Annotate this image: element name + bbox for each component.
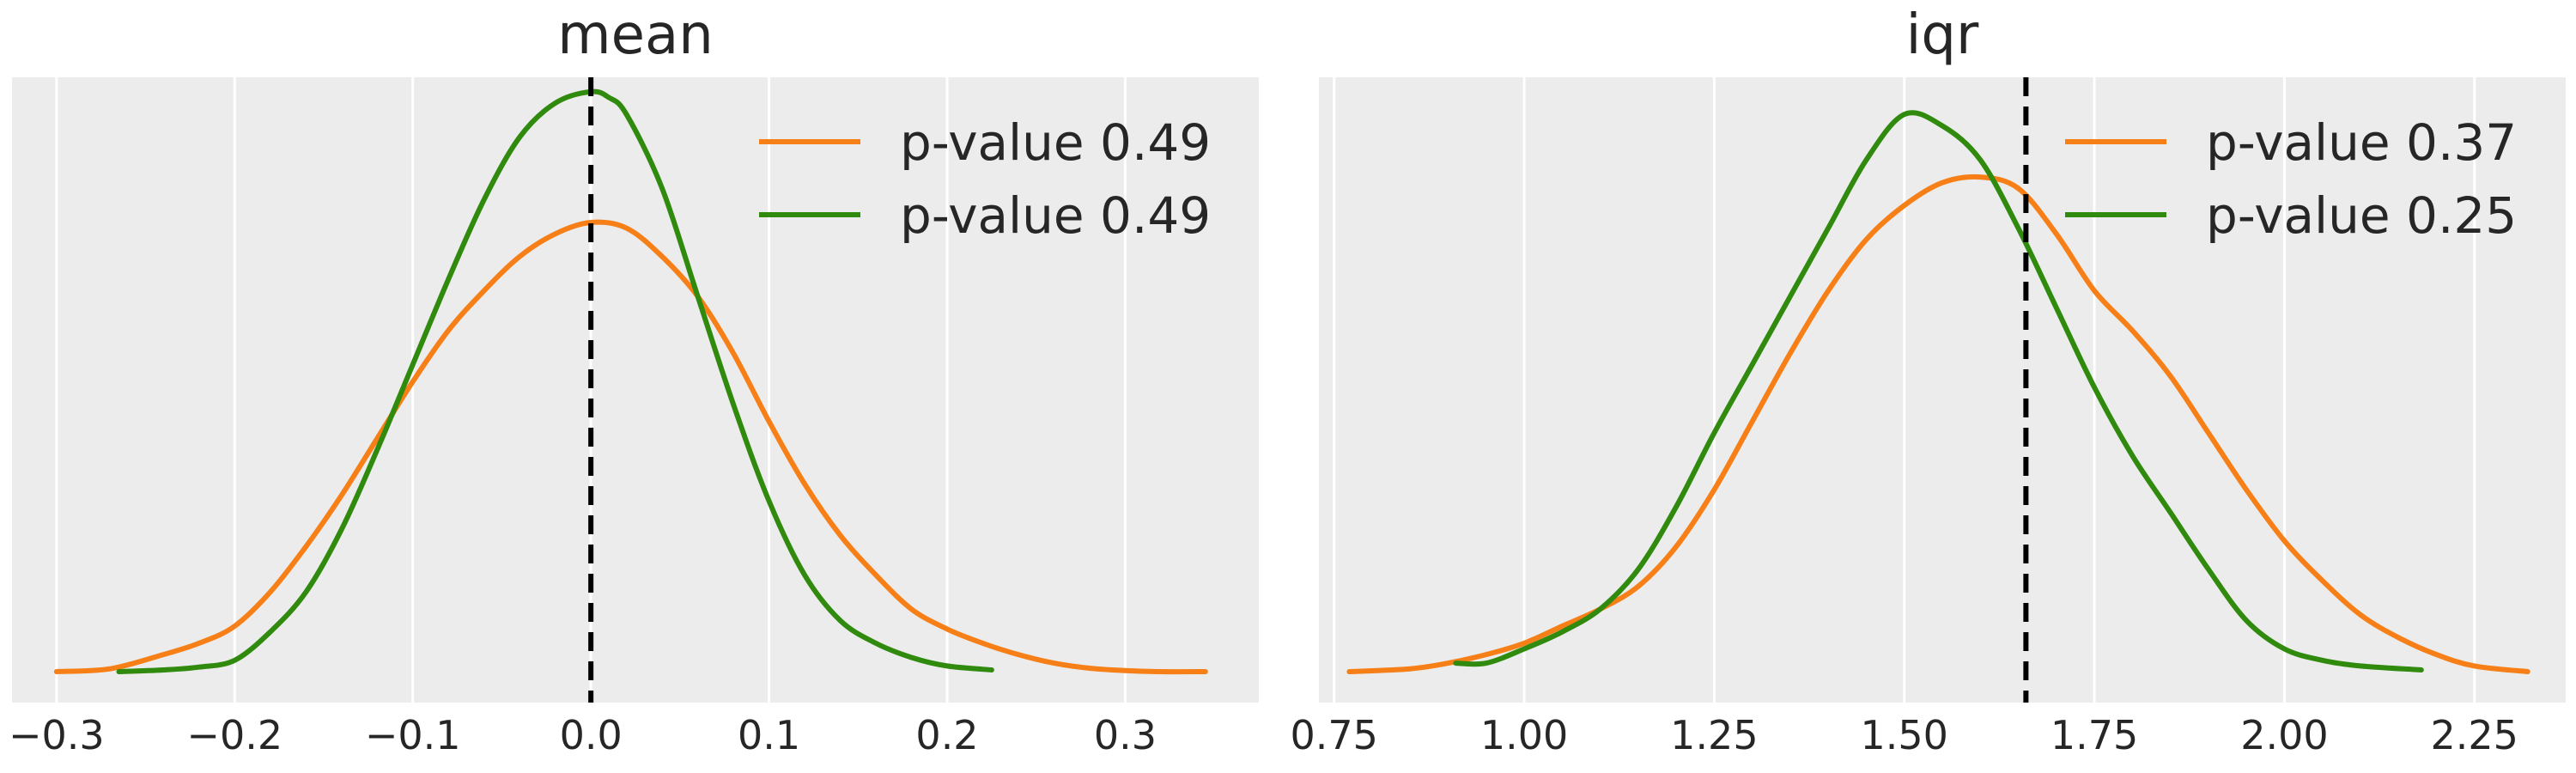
x-tick-label: 1.25: [1670, 712, 1758, 758]
x-tick-labels: 0.75 1.00 1.25 1.50 1.75 2.00 2.25: [1290, 712, 2518, 758]
x-tick-label: 2.00: [2240, 712, 2328, 758]
chart-title: mean: [557, 3, 714, 67]
x-tick-label: −0.1: [365, 712, 461, 758]
density-curve-1: [1453, 110, 2424, 673]
x-tick-label: 1.75: [2050, 712, 2138, 758]
x-tick-label: 2.25: [2431, 712, 2518, 758]
x-tick-label: 0.2: [915, 712, 978, 758]
x-tick-label: −0.3: [9, 712, 105, 758]
subplot-iqr: 0.75 1.00 1.25 1.50 1.75 2.00 2.25 iqr p-value…: [1290, 3, 2566, 758]
density-curve-1: [116, 88, 994, 674]
x-tick-label: 1.50: [1861, 712, 1948, 758]
legend-label-1: p-value 0.49: [900, 186, 1211, 245]
x-tick-label: 0.1: [738, 712, 800, 758]
legend: p-value 0.37 p-value 0.25: [2065, 113, 2517, 245]
legend-label-0: p-value 0.37: [2206, 113, 2517, 172]
x-tick-label: −0.2: [186, 712, 283, 758]
x-tick-label: 1.00: [1480, 712, 1568, 758]
density-curve-0: [1346, 173, 2530, 674]
plot-area: [12, 77, 1259, 703]
density-curves: [1346, 110, 2530, 674]
legend: p-value 0.49 p-value 0.49: [759, 113, 1211, 245]
legend-label-1: p-value 0.25: [2206, 186, 2517, 245]
density-curve-0: [53, 219, 1208, 675]
chart-title: iqr: [1906, 3, 1979, 67]
subplot-mean: −0.3 −0.2 −0.1 0.0 0.1 0.2 0.3 mean p-value 0.…: [9, 3, 1259, 758]
x-tick-label: 0.0: [560, 712, 623, 758]
x-tick-label: 0.3: [1094, 712, 1157, 758]
legend-label-0: p-value 0.49: [900, 113, 1211, 172]
x-tick-label: 0.75: [1290, 712, 1377, 758]
x-grid: [1333, 77, 2476, 703]
x-tick-labels: −0.3 −0.2 −0.1 0.0 0.1 0.2 0.3: [9, 712, 1157, 758]
density-curves: [53, 88, 1208, 675]
